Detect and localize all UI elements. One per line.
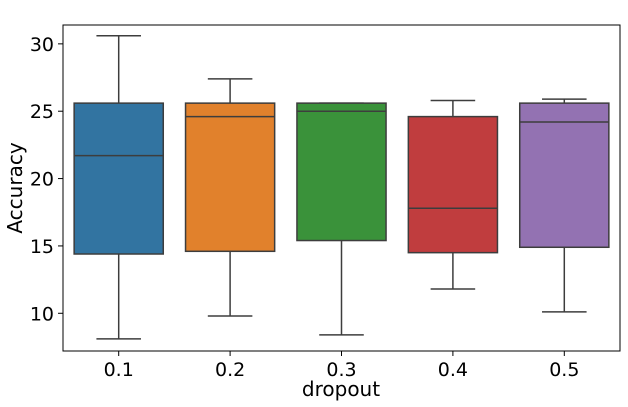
y-axis: 10 15 20 25 30 <box>30 34 63 325</box>
box-iqr <box>184 102 276 253</box>
x-axis-title: dropout <box>302 377 380 401</box>
x-axis: 0.1 0.2 0.3 0.4 0.5 <box>104 351 579 381</box>
box-group <box>73 35 610 340</box>
y-tick-label: 30 <box>30 34 54 56</box>
x-tick-label: 0.3 <box>326 359 356 381</box>
y-axis-title: Accuracy <box>3 142 27 233</box>
box-iqr <box>296 102 387 242</box>
x-tick-label: 0.5 <box>549 359 579 381</box>
box-0.1 <box>73 35 165 340</box>
box-0.4 <box>407 99 499 290</box>
box-iqr <box>407 115 499 254</box>
y-tick-label: 10 <box>30 303 54 325</box>
x-tick-label: 0.1 <box>104 359 134 381</box>
box-iqr <box>73 102 165 255</box>
box-0.2 <box>184 78 276 317</box>
box-iqr <box>518 102 610 249</box>
box-0.3 <box>296 102 387 336</box>
box-0.5 <box>518 98 610 313</box>
x-tick-label: 0.2 <box>215 359 245 381</box>
x-tick-label: 0.4 <box>438 359 468 381</box>
y-tick-label: 20 <box>30 169 54 191</box>
y-tick-label: 15 <box>30 236 54 258</box>
y-tick-label: 25 <box>30 101 54 123</box>
